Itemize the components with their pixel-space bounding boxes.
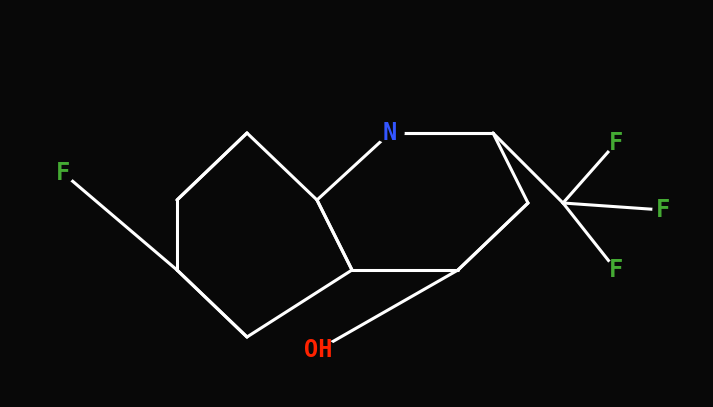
Text: F: F [609, 131, 623, 155]
Ellipse shape [376, 123, 404, 143]
Text: N: N [383, 121, 397, 145]
Ellipse shape [653, 200, 673, 220]
Text: F: F [656, 198, 670, 222]
Ellipse shape [52, 163, 74, 183]
Text: OH: OH [304, 338, 332, 362]
Ellipse shape [606, 260, 626, 280]
Text: F: F [56, 161, 70, 185]
Ellipse shape [300, 339, 336, 361]
Ellipse shape [606, 133, 626, 153]
Text: F: F [609, 258, 623, 282]
